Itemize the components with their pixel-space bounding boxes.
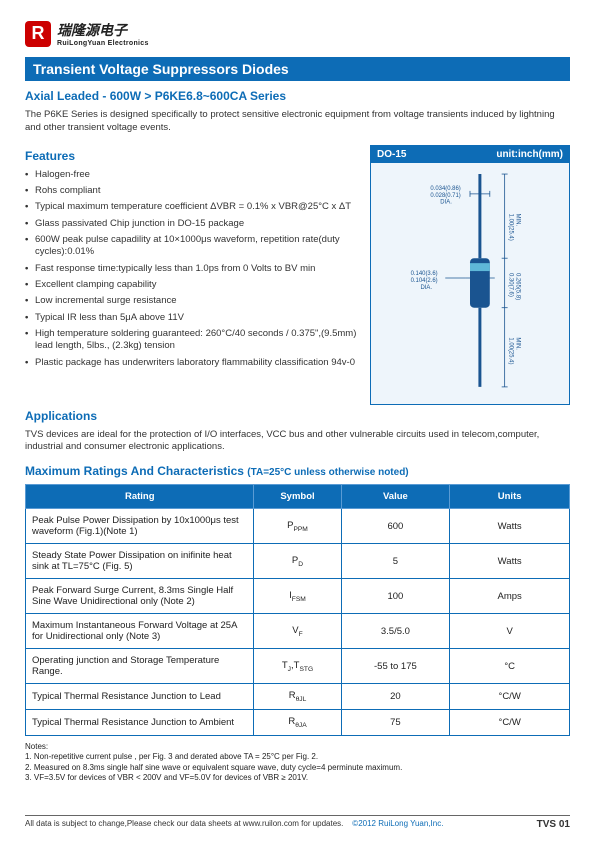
features-heading: Features [25, 149, 358, 163]
cell-symbol: VF [254, 614, 341, 649]
intro-text: The P6KE Series is designed specifically… [25, 109, 570, 135]
cell-value: -55 to 175 [341, 649, 450, 684]
feature-item: Glass passivated Chip junction in DO-15 … [25, 218, 358, 230]
package-diagram-box: DO-15 unit:inch(mm) 0.034(0.86) [370, 145, 570, 405]
table-row: Peak Pulse Power Dissipation by 10x1000μ… [26, 509, 570, 544]
note-line: 1. Non-repetitive current pulse , per Fi… [25, 752, 570, 762]
cell-value: 600 [341, 509, 450, 544]
cell-units: Amps [450, 579, 570, 614]
cell-units: Watts [450, 509, 570, 544]
svg-text:MIN.: MIN. [515, 337, 521, 350]
feature-item: Plastic package has underwriters laborat… [25, 357, 358, 369]
th-rating: Rating [26, 485, 254, 509]
cell-rating: Typical Thermal Resistance Junction to A… [26, 710, 254, 736]
notes-block: Notes: 1. Non-repetitive current pulse ,… [25, 742, 570, 784]
diode-diagram: 0.034(0.86) 0.028(0.71) DIA. 1.00(25.4) … [371, 163, 569, 393]
cell-rating: Maximum Instantaneous Forward Voltage at… [26, 614, 254, 649]
feature-item: Typical IR less than 5μA above 11V [25, 312, 358, 324]
feature-item: Excellent clamping capability [25, 279, 358, 291]
footer-text: All data is subject to change,Please che… [25, 819, 343, 828]
footer: All data is subject to change,Please che… [25, 815, 570, 830]
cell-value: 5 [341, 544, 450, 579]
th-value: Value [341, 485, 450, 509]
table-row: Operating junction and Storage Temperatu… [26, 649, 570, 684]
feature-item: Fast response time:typically less than 1… [25, 263, 358, 275]
features-list: Halogen-free Rohs compliant Typical maximu… [25, 169, 358, 369]
feature-item: Typical maximum temperature coefficient … [25, 201, 358, 213]
svg-text:0.028(0.71): 0.028(0.71) [430, 192, 460, 198]
ratings-table: Rating Symbol Value Units Peak Pulse Pow… [25, 484, 570, 736]
logo-en-text: RuiLongYuan Electronics [57, 40, 149, 47]
cell-units: Watts [450, 544, 570, 579]
svg-text:0.140(3.6): 0.140(3.6) [411, 271, 438, 277]
cell-rating: Steady State Power Dissipation on inifin… [26, 544, 254, 579]
cell-symbol: PPPM [254, 509, 341, 544]
feature-item: 600W peak pulse capadility at 10×1000μs … [25, 234, 358, 259]
cell-symbol: IFSM [254, 579, 341, 614]
table-row: Typical Thermal Resistance Junction to A… [26, 710, 570, 736]
svg-text:0.265(5.8): 0.265(5.8) [515, 273, 521, 300]
table-row: Maximum Instantaneous Forward Voltage at… [26, 614, 570, 649]
cell-value: 20 [341, 684, 450, 710]
cell-rating: Operating junction and Storage Temperatu… [26, 649, 254, 684]
feature-item: Halogen-free [25, 169, 358, 181]
table-row: Peak Forward Surge Current, 8.3ms Single… [26, 579, 570, 614]
svg-text:0.104(2.6): 0.104(2.6) [411, 278, 438, 284]
feature-item: High temperature soldering guaranteed: 2… [25, 328, 358, 353]
cell-rating: Peak Pulse Power Dissipation by 10x1000μ… [26, 509, 254, 544]
feature-item: Low incremental surge resistance [25, 295, 358, 307]
svg-text:MIN.: MIN. [515, 213, 521, 226]
th-units: Units [450, 485, 570, 509]
ratings-heading: Maximum Ratings And Characteristics (TA=… [25, 464, 570, 478]
cell-symbol: TJ,TSTG [254, 649, 341, 684]
note-line: 3. VF=3.5V for devices of VBR < 200V and… [25, 773, 570, 783]
cell-symbol: PD [254, 544, 341, 579]
logo-cn-text: 瑞隆源电子 [57, 20, 149, 40]
logo-icon: R [25, 21, 51, 47]
svg-text:1.00(25.4): 1.00(25.4) [508, 337, 514, 364]
cell-symbol: RθJL [254, 684, 341, 710]
applications-heading: Applications [25, 409, 570, 423]
svg-text:1.00(25.4): 1.00(25.4) [508, 213, 514, 240]
cell-units: °C/W [450, 710, 570, 736]
feature-item: Rohs compliant [25, 185, 358, 197]
cell-value: 75 [341, 710, 450, 736]
cell-units: °C [450, 649, 570, 684]
footer-copyright: ©2012 RuiLong Yuan,Inc. [352, 819, 443, 828]
cell-units: °C/W [450, 684, 570, 710]
pkg-unit: unit:inch(mm) [496, 149, 563, 160]
cell-units: V [450, 614, 570, 649]
svg-text:DIA.: DIA. [440, 199, 452, 205]
cell-rating: Peak Forward Surge Current, 8.3ms Single… [26, 579, 254, 614]
notes-heading: Notes: [25, 742, 570, 752]
applications-text: TVS devices are ideal for the protection… [25, 429, 570, 455]
th-symbol: Symbol [254, 485, 341, 509]
page-title-bar: Transient Voltage Suppressors Diodes [25, 57, 570, 81]
cell-value: 100 [341, 579, 450, 614]
cell-value: 3.5/5.0 [341, 614, 450, 649]
footer-code: TVS 01 [537, 819, 570, 830]
logo-area: R 瑞隆源电子 RuiLongYuan Electronics [25, 20, 570, 47]
svg-text:DIA.: DIA. [421, 285, 433, 291]
pkg-name: DO-15 [377, 149, 406, 160]
table-row: Typical Thermal Resistance Junction to L… [26, 684, 570, 710]
table-row: Steady State Power Dissipation on inifin… [26, 544, 570, 579]
subtitle: Axial Leaded - 600W > P6KE6.8~600CA Seri… [25, 89, 570, 103]
svg-text:0.034(0.86): 0.034(0.86) [430, 186, 460, 192]
cell-symbol: RθJA [254, 710, 341, 736]
note-line: 2. Measured on 8.3ms single half sine wa… [25, 763, 570, 773]
cell-rating: Typical Thermal Resistance Junction to L… [26, 684, 254, 710]
svg-text:0.30(7.6): 0.30(7.6) [508, 273, 514, 297]
